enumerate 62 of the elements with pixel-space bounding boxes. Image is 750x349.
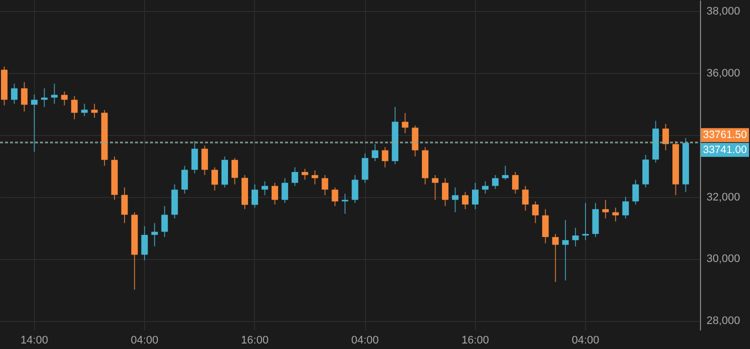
candlestick xyxy=(362,152,368,184)
candlestick xyxy=(502,165,509,180)
candlestick xyxy=(452,186,458,213)
candlestick xyxy=(41,88,48,108)
candlestick xyxy=(432,174,438,200)
candlestick xyxy=(181,165,188,194)
x-tick-label: 04:00 xyxy=(130,334,158,346)
x-tick-label: 16:00 xyxy=(241,334,269,346)
candlestick xyxy=(91,103,98,118)
x-tick-label: 04:00 xyxy=(351,334,379,346)
candlestick xyxy=(382,146,388,168)
candlestick xyxy=(542,208,549,244)
candlestick xyxy=(71,96,78,120)
candlestick xyxy=(151,222,158,247)
candlestick xyxy=(622,196,629,219)
y-tick-label: 28,000 xyxy=(706,315,740,328)
candlestick xyxy=(141,226,148,261)
candlestick xyxy=(352,174,358,204)
candlestick xyxy=(572,227,579,247)
candlestick xyxy=(81,103,88,117)
candlestick xyxy=(632,179,639,206)
candlestick xyxy=(602,199,609,219)
x-tick-label: 04:00 xyxy=(572,334,600,346)
y-tick-label: 38,000 xyxy=(706,5,740,18)
candlestick xyxy=(302,168,308,180)
candlestick xyxy=(282,178,288,204)
candlestick xyxy=(211,166,218,192)
candlestick xyxy=(402,112,408,134)
candlestick xyxy=(21,82,28,112)
candlestick xyxy=(342,193,348,214)
candlestick xyxy=(552,233,559,282)
candlestick xyxy=(462,192,469,210)
candlestick xyxy=(482,180,489,194)
candlestick xyxy=(292,166,298,186)
candlestick xyxy=(472,182,479,210)
ref-line-label: 33741.00 xyxy=(703,144,747,156)
candlestick xyxy=(201,145,208,176)
x-tick-label: 16:00 xyxy=(462,334,490,346)
candlestick xyxy=(262,180,268,196)
ref-line-label: 33761.50 xyxy=(703,129,747,142)
y-tick-label: 36,000 xyxy=(706,67,740,80)
candlestick xyxy=(322,174,328,196)
candlestick xyxy=(522,185,529,212)
candlestick xyxy=(512,171,519,194)
candlestick xyxy=(61,90,68,106)
candlestick xyxy=(532,200,539,224)
candlestick xyxy=(612,207,619,222)
candlestick xyxy=(332,186,338,207)
candlestick xyxy=(231,158,238,185)
candlestick xyxy=(442,178,448,207)
y-tick-label: 32,000 xyxy=(706,191,740,204)
candlestick xyxy=(312,170,318,185)
candlestick xyxy=(121,186,128,224)
candlestick xyxy=(492,174,499,190)
x-tick-label: 14:00 xyxy=(20,334,48,346)
candlestick xyxy=(272,182,278,206)
candlestick xyxy=(582,202,589,241)
candlestick xyxy=(562,220,569,281)
y-tick-label: 30,000 xyxy=(706,253,740,266)
candlestick xyxy=(161,206,168,238)
candlestick xyxy=(11,83,18,104)
candlestick xyxy=(252,184,258,208)
